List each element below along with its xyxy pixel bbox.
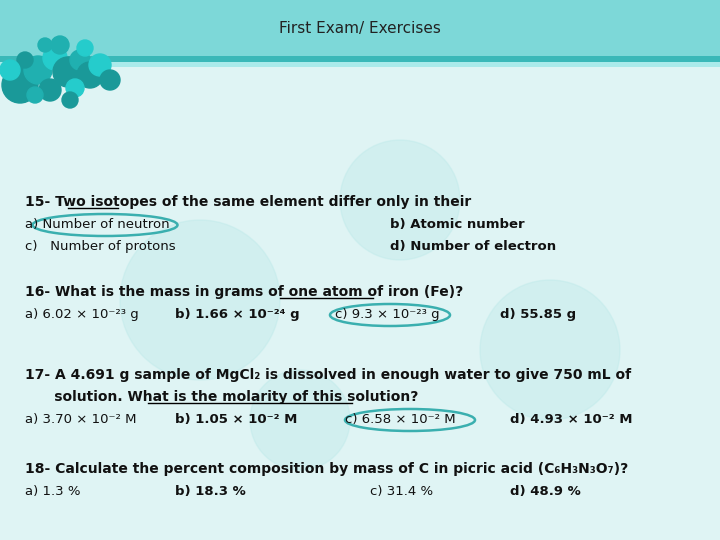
Text: 15- Two isotopes of the same element differ only in their: 15- Two isotopes of the same element dif… — [25, 195, 472, 209]
Circle shape — [38, 38, 52, 52]
Text: a) 1.3 %: a) 1.3 % — [25, 485, 81, 498]
Circle shape — [120, 220, 280, 380]
Text: c) 6.58 × 10⁻² M: c) 6.58 × 10⁻² M — [345, 413, 456, 426]
Circle shape — [480, 280, 620, 420]
Circle shape — [27, 87, 43, 103]
Circle shape — [51, 36, 69, 54]
Circle shape — [24, 56, 52, 84]
Circle shape — [77, 62, 103, 88]
Text: b) 1.05 × 10⁻² M: b) 1.05 × 10⁻² M — [175, 413, 297, 426]
Text: b) 1.66 × 10⁻²⁴ g: b) 1.66 × 10⁻²⁴ g — [175, 308, 300, 321]
Circle shape — [100, 70, 120, 90]
FancyBboxPatch shape — [0, 0, 720, 62]
Circle shape — [89, 54, 111, 76]
Text: c)   Number of protons: c) Number of protons — [25, 240, 176, 253]
Circle shape — [66, 79, 84, 97]
Circle shape — [2, 67, 38, 103]
Text: a) 6.02 × 10⁻²³ g: a) 6.02 × 10⁻²³ g — [25, 308, 139, 321]
Circle shape — [53, 57, 83, 87]
FancyBboxPatch shape — [0, 62, 720, 67]
Circle shape — [62, 92, 78, 108]
Circle shape — [43, 46, 67, 70]
Text: First Exam/ Exercises: First Exam/ Exercises — [279, 22, 441, 37]
Text: d) 4.93 × 10⁻² M: d) 4.93 × 10⁻² M — [510, 413, 632, 426]
Text: 17- A 4.691 g sample of MgCl₂ is dissolved in enough water to give 750 mL of: 17- A 4.691 g sample of MgCl₂ is dissolv… — [25, 368, 631, 382]
Text: d) 55.85 g: d) 55.85 g — [500, 308, 576, 321]
Text: b) Atomic number: b) Atomic number — [390, 218, 525, 231]
Circle shape — [39, 79, 61, 101]
Text: c) 9.3 × 10⁻²³ g: c) 9.3 × 10⁻²³ g — [335, 308, 440, 321]
Text: d) Number of electron: d) Number of electron — [390, 240, 556, 253]
Text: d) 48.9 %: d) 48.9 % — [510, 485, 581, 498]
Circle shape — [250, 370, 350, 470]
Circle shape — [17, 52, 33, 68]
Text: c) 31.4 %: c) 31.4 % — [370, 485, 433, 498]
Text: a) 3.70 × 10⁻² M: a) 3.70 × 10⁻² M — [25, 413, 137, 426]
Text: 18- Calculate the percent composition by mass of C in picric acid (C₆H₃N₃O₇)?: 18- Calculate the percent composition by… — [25, 462, 629, 476]
Text: b) 18.3 %: b) 18.3 % — [175, 485, 246, 498]
Circle shape — [340, 140, 460, 260]
Circle shape — [77, 40, 93, 56]
Circle shape — [0, 60, 20, 80]
Text: a) Number of neutron: a) Number of neutron — [25, 218, 170, 231]
Text: solution. What is the molarity of this solution?: solution. What is the molarity of this s… — [25, 390, 418, 404]
Text: 16- What is the mass in grams of one atom of iron (Fe)?: 16- What is the mass in grams of one ato… — [25, 285, 463, 299]
FancyBboxPatch shape — [0, 56, 720, 62]
Circle shape — [70, 50, 90, 70]
